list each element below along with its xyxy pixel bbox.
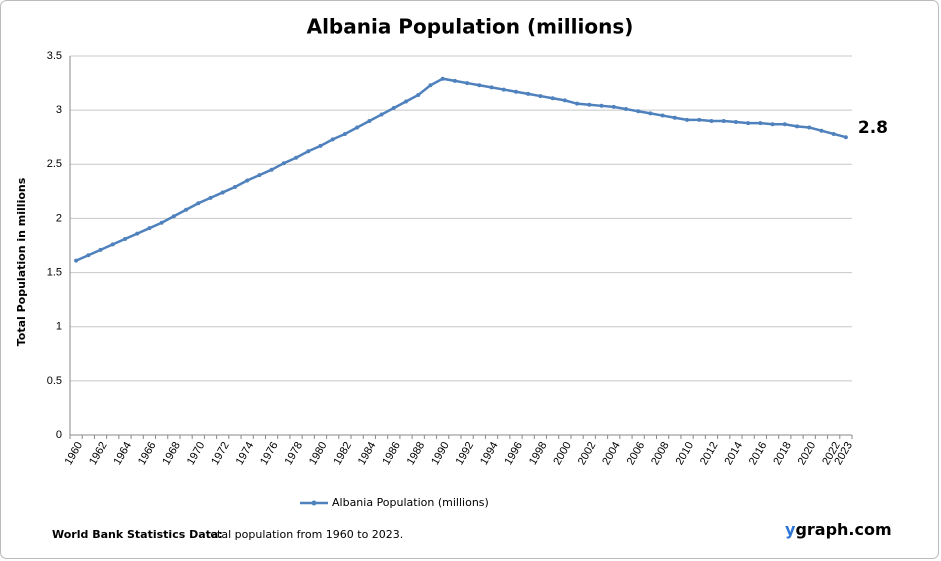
data-point — [623, 107, 628, 112]
data-point — [513, 89, 518, 94]
data-point — [587, 102, 592, 107]
data-point — [562, 98, 567, 103]
data-point — [843, 135, 848, 140]
data-point — [831, 131, 836, 136]
source-text: total population from 1960 to 2023. — [206, 528, 403, 541]
legend-marker — [311, 500, 317, 506]
data-point — [465, 81, 470, 86]
data-point — [281, 161, 286, 166]
data-point — [86, 253, 91, 258]
data-point — [660, 113, 665, 118]
brand-rest: graph.com — [795, 520, 891, 539]
data-point — [342, 131, 347, 136]
data-point — [648, 111, 653, 116]
data-point — [599, 103, 604, 108]
y-tick-label: 2.5 — [47, 158, 62, 170]
brand-y: y — [785, 520, 796, 539]
data-point — [795, 124, 800, 129]
data-point — [733, 120, 738, 125]
data-point — [782, 122, 787, 127]
data-point — [550, 96, 555, 101]
data-point — [159, 220, 164, 225]
y-tick-label: 3.5 — [47, 50, 62, 62]
data-point — [171, 214, 176, 219]
data-point — [355, 125, 360, 130]
data-point — [685, 117, 690, 122]
data-point — [245, 178, 250, 183]
data-point — [709, 118, 714, 123]
data-point — [232, 185, 237, 190]
data-point — [697, 117, 702, 122]
y-tick-label: 0.5 — [47, 375, 62, 387]
data-point — [452, 78, 457, 83]
data-point — [98, 247, 103, 252]
source-label: World Bank Statistics Data: — [52, 528, 223, 541]
data-point — [196, 201, 201, 206]
data-point — [269, 167, 274, 172]
data-line — [75, 77, 847, 262]
data-point — [477, 83, 482, 88]
legend-label: Albania Population (millions) — [332, 496, 489, 509]
data-point — [428, 83, 433, 88]
y-tick-label: 2 — [56, 212, 62, 224]
data-point — [367, 118, 372, 123]
data-point — [611, 104, 616, 109]
y-tick-label: 0 — [56, 429, 62, 441]
data-point — [110, 242, 115, 247]
data-point — [819, 128, 824, 133]
data-point — [807, 125, 812, 130]
data-point — [184, 207, 189, 212]
data-point — [330, 137, 335, 142]
data-point — [746, 121, 751, 126]
data-point — [379, 112, 384, 117]
data-point — [147, 226, 152, 231]
data-point — [208, 195, 213, 200]
data-point — [526, 91, 531, 96]
data-point — [501, 87, 506, 92]
brand: ygraph.com — [785, 520, 892, 539]
data-point — [636, 109, 641, 114]
data-point — [135, 231, 140, 236]
data-point — [74, 258, 79, 263]
y-axis-title: Total Population in millions — [15, 177, 28, 346]
data-point — [538, 94, 543, 99]
data-point — [721, 118, 726, 123]
end-label: 2.8 — [858, 118, 888, 138]
data-point — [257, 173, 262, 178]
chart-title: Albania Population (millions) — [307, 15, 634, 39]
data-point — [770, 122, 775, 127]
data-point — [220, 190, 225, 195]
data-point — [404, 99, 409, 104]
data-point — [758, 121, 763, 126]
data-point — [489, 85, 494, 90]
data-point — [318, 143, 323, 148]
data-point — [294, 155, 299, 160]
data-point — [391, 105, 396, 110]
data-point — [440, 76, 445, 81]
data-point — [672, 115, 677, 120]
y-tick-label: 1.5 — [47, 266, 62, 278]
y-tick-label: 3 — [56, 104, 62, 116]
data-point — [306, 149, 311, 154]
y-tick-label: 1 — [56, 321, 62, 333]
data-point — [416, 92, 421, 97]
data-point — [122, 237, 127, 242]
data-point — [575, 101, 580, 106]
